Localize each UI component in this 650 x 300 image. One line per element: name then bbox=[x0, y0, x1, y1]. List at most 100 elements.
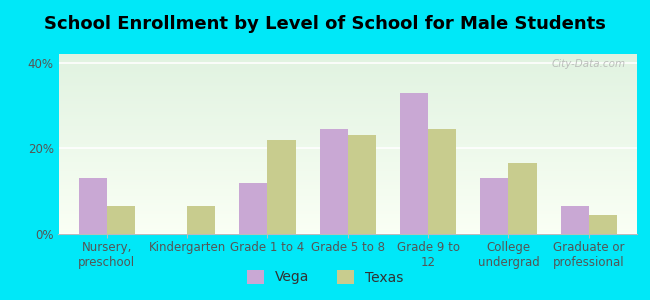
Bar bbox=[58, 180, 637, 182]
Bar bbox=[58, 119, 637, 121]
Bar bbox=[58, 81, 637, 83]
Bar bbox=[267, 140, 296, 234]
Legend: Vega, Texas: Vega, Texas bbox=[241, 264, 409, 290]
Bar bbox=[58, 194, 637, 196]
Bar bbox=[58, 198, 637, 200]
Bar bbox=[58, 187, 637, 189]
Bar bbox=[58, 88, 637, 90]
Bar bbox=[58, 144, 637, 146]
Bar bbox=[58, 140, 637, 142]
Bar bbox=[58, 171, 637, 173]
Bar bbox=[58, 223, 637, 225]
Bar bbox=[561, 206, 589, 234]
Bar bbox=[58, 176, 637, 178]
Bar bbox=[58, 209, 637, 211]
Bar bbox=[58, 133, 637, 135]
Bar bbox=[187, 206, 215, 234]
Bar bbox=[58, 61, 637, 63]
Bar bbox=[58, 121, 637, 122]
Bar bbox=[58, 218, 637, 220]
Bar bbox=[58, 214, 637, 216]
Bar bbox=[58, 207, 637, 209]
Text: City-Data.com: City-Data.com bbox=[551, 59, 625, 69]
Bar bbox=[58, 94, 637, 95]
Bar bbox=[58, 160, 637, 162]
Bar bbox=[58, 86, 637, 88]
Bar bbox=[320, 129, 348, 234]
Bar bbox=[58, 148, 637, 149]
Bar bbox=[58, 216, 637, 218]
Bar bbox=[58, 153, 637, 155]
Bar bbox=[508, 163, 536, 234]
Bar bbox=[58, 196, 637, 198]
Bar bbox=[58, 110, 637, 112]
Bar bbox=[589, 215, 617, 234]
Bar bbox=[58, 178, 637, 180]
Bar bbox=[58, 112, 637, 113]
Bar bbox=[58, 166, 637, 167]
Bar bbox=[58, 68, 637, 70]
Bar bbox=[58, 225, 637, 227]
Bar bbox=[58, 97, 637, 99]
Bar bbox=[58, 124, 637, 126]
Bar bbox=[58, 220, 637, 221]
Bar bbox=[58, 139, 637, 140]
Bar bbox=[58, 164, 637, 166]
Bar bbox=[239, 183, 267, 234]
Text: School Enrollment by Level of School for Male Students: School Enrollment by Level of School for… bbox=[44, 15, 606, 33]
Bar bbox=[480, 178, 508, 234]
Bar bbox=[58, 135, 637, 137]
Bar bbox=[58, 193, 637, 194]
Bar bbox=[58, 54, 637, 56]
Bar bbox=[58, 58, 637, 59]
Bar bbox=[58, 169, 637, 171]
Bar bbox=[58, 142, 637, 144]
Bar bbox=[58, 212, 637, 214]
Bar bbox=[428, 129, 456, 234]
Bar bbox=[58, 137, 637, 139]
Bar bbox=[58, 182, 637, 184]
Bar bbox=[58, 56, 637, 58]
Bar bbox=[58, 229, 637, 230]
Bar bbox=[58, 130, 637, 131]
Bar bbox=[58, 104, 637, 106]
Bar bbox=[58, 200, 637, 202]
Bar bbox=[58, 221, 637, 223]
Bar bbox=[58, 79, 637, 81]
Bar bbox=[58, 189, 637, 191]
Bar bbox=[79, 178, 107, 234]
Bar bbox=[58, 95, 637, 97]
Bar bbox=[58, 126, 637, 128]
Bar bbox=[58, 59, 637, 61]
Bar bbox=[58, 202, 637, 203]
Bar bbox=[58, 115, 637, 117]
Bar bbox=[58, 67, 637, 68]
Bar bbox=[58, 70, 637, 72]
Bar bbox=[58, 117, 637, 119]
Bar bbox=[58, 146, 637, 148]
Bar bbox=[58, 103, 637, 104]
Bar bbox=[400, 93, 428, 234]
Bar bbox=[58, 108, 637, 110]
Bar bbox=[58, 92, 637, 94]
Bar bbox=[58, 227, 637, 229]
Bar bbox=[58, 151, 637, 153]
Bar bbox=[58, 175, 637, 176]
Bar bbox=[58, 155, 637, 157]
Bar bbox=[58, 191, 637, 193]
Bar bbox=[107, 206, 135, 234]
Bar bbox=[58, 131, 637, 133]
Bar bbox=[58, 203, 637, 205]
Bar bbox=[58, 76, 637, 77]
Bar bbox=[58, 99, 637, 101]
Bar bbox=[58, 74, 637, 76]
Bar bbox=[58, 83, 637, 85]
Bar bbox=[58, 230, 637, 232]
Bar bbox=[58, 63, 637, 65]
Bar bbox=[58, 167, 637, 169]
Bar bbox=[348, 135, 376, 234]
Bar bbox=[58, 211, 637, 212]
Bar bbox=[58, 65, 637, 67]
Bar bbox=[58, 157, 637, 158]
Bar bbox=[58, 162, 637, 164]
